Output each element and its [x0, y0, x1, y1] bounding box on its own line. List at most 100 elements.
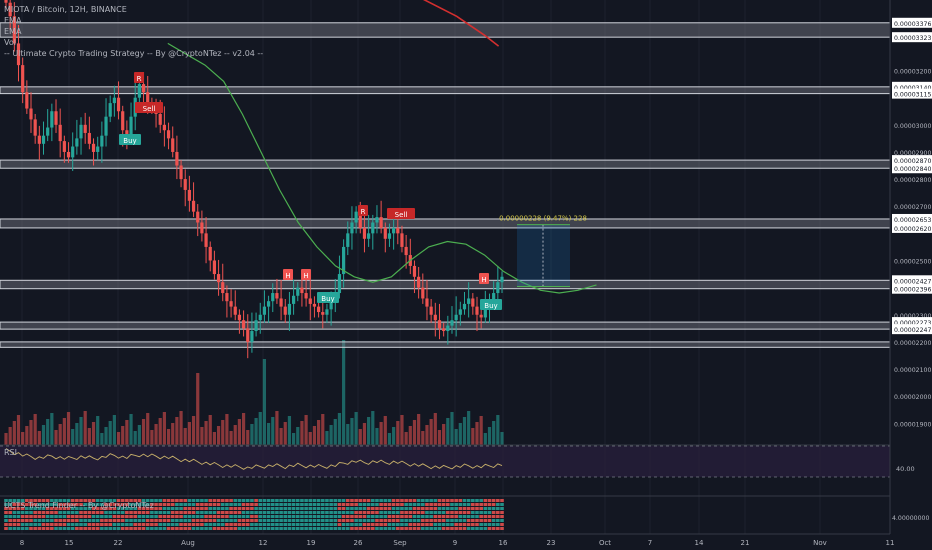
- trend-cell: [250, 507, 254, 510]
- zone-5: [0, 321, 891, 330]
- trend-cell: [350, 499, 354, 502]
- volume-bar-4: [21, 432, 25, 445]
- signal-markers: R Sell Buy H H Buy R Sell H Buy: [119, 72, 502, 310]
- trend-cell: [466, 523, 471, 526]
- trend-cell: [379, 519, 383, 522]
- trend-cell: [333, 503, 338, 506]
- volume-bar-22: [96, 416, 100, 445]
- trend-cell: [295, 527, 300, 530]
- trend-cell: [312, 499, 317, 502]
- trend-cell: [75, 519, 79, 522]
- trend-cell: [91, 507, 96, 510]
- trend-cell: [320, 499, 325, 502]
- trend-cell: [316, 499, 321, 502]
- trend-cell: [100, 523, 104, 526]
- trend-cell: [187, 499, 192, 502]
- volume-bar-76: [321, 414, 325, 445]
- volume-bar-70: [296, 427, 300, 445]
- price-axis[interactable]: 0.00003376 0.00003323 0.00003200 0.00003140…: [889, 0, 932, 550]
- trend-cell: [500, 507, 504, 510]
- trend-cell: [216, 519, 221, 522]
- candle-body-59: [250, 331, 254, 342]
- volume-bar-101: [425, 425, 429, 445]
- trend-cell: [179, 523, 183, 526]
- trend-cell: [308, 507, 313, 510]
- trend-cell: [416, 515, 421, 518]
- trend-cell: [204, 519, 208, 522]
- trend-cell: [241, 511, 246, 514]
- trend-cell: [320, 515, 325, 518]
- trend-cell: [425, 503, 429, 506]
- trend-cell: [258, 499, 263, 502]
- trend-cell: [312, 523, 317, 526]
- time-axis[interactable]: 8 15 22 Aug 12 19 26 Sep 9 16 23 Oct 7 14 21 Nov 11: [0, 533, 894, 547]
- trend-cell: [479, 523, 483, 526]
- trend-cell: [429, 507, 433, 510]
- volume-bar-65: [275, 411, 279, 445]
- trend-cell: [370, 503, 375, 506]
- trend-cell: [208, 499, 213, 502]
- trend-finder-label[interactable]: UCTS Trend Finder -- By @CryptoNTez: [4, 501, 154, 510]
- trend-cell: [466, 507, 471, 510]
- trend-cell: [325, 503, 329, 506]
- trend-cell: [87, 523, 92, 526]
- trend-cell: [358, 507, 363, 510]
- trend-cell: [475, 523, 479, 526]
- trend-cell: [412, 519, 417, 522]
- candle-body-105: [442, 328, 446, 332]
- candle-body-34: [146, 92, 150, 104]
- trend-cell: [245, 519, 250, 522]
- trend-cell: [483, 499, 488, 502]
- trend-cell: [183, 515, 188, 518]
- trend-cell: [25, 499, 29, 502]
- trend-cell: [421, 519, 425, 522]
- candle-body-69: [291, 295, 296, 304]
- trend-cell: [8, 507, 12, 510]
- candle-body-12: [54, 111, 58, 125]
- volume-bar-61: [258, 412, 262, 445]
- trend-cell: [416, 503, 421, 506]
- price-range-measure[interactable]: 0.00000228 (9.47%) 228: [499, 215, 587, 288]
- trend-cell: [304, 499, 308, 502]
- trend-cell: [337, 527, 342, 530]
- signal-sell-1: [135, 102, 163, 113]
- trend-cell: [487, 503, 492, 506]
- trend-cell: [412, 507, 417, 510]
- trend-cell: [362, 499, 367, 502]
- volume-bar-46: [196, 373, 200, 445]
- trend-cell: [137, 523, 142, 526]
- trend-cell: [179, 527, 183, 530]
- candle-body-50: [212, 260, 217, 275]
- trend-cell: [216, 515, 221, 518]
- trend-cell: [29, 527, 33, 530]
- trend-cell: [379, 503, 383, 506]
- trend-cell: [416, 523, 421, 526]
- trend-cell: [145, 515, 150, 518]
- trend-cell: [275, 523, 279, 526]
- candle-body-25: [108, 103, 112, 117]
- trend-cell: [8, 499, 12, 502]
- volume-bar-50: [212, 432, 217, 445]
- trend-cell: [120, 523, 125, 526]
- trend-cell: [233, 499, 238, 502]
- candle-body-88: [371, 222, 375, 234]
- volume-bar-16: [71, 429, 75, 445]
- trend-cell: [245, 515, 250, 518]
- trend-cell: [412, 515, 417, 518]
- price-tick-4: 0.00003115: [894, 92, 931, 99]
- trend-cell: [454, 503, 458, 506]
- rsi-label[interactable]: RSI: [4, 448, 17, 457]
- signal-buy-2: [119, 134, 141, 145]
- candle-body-102: [429, 306, 433, 315]
- trend-cell: [191, 519, 196, 522]
- trend-cell: [241, 523, 246, 526]
- volume-bar-58: [246, 430, 250, 445]
- price-tag-bg-7: [892, 155, 932, 166]
- trend-cell: [287, 499, 292, 502]
- trend-cell: [283, 503, 288, 506]
- trend-cell: [316, 511, 321, 514]
- trend-cell: [358, 503, 363, 506]
- candle-body-112: [471, 298, 475, 307]
- trend-cell: [462, 503, 467, 506]
